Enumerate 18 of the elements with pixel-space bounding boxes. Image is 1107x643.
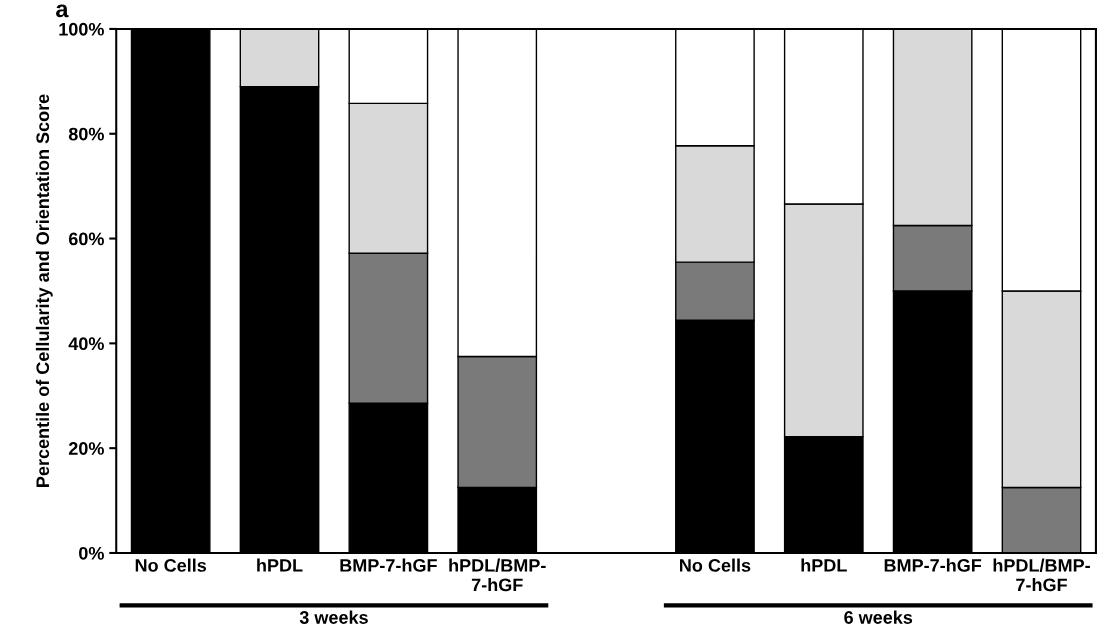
x-tick-label: hPDL xyxy=(257,558,303,572)
x-tick-label: BMP-7-hGF xyxy=(884,558,982,572)
y-tick-label: 20% xyxy=(68,442,104,455)
x-tick-label: hPDL xyxy=(801,558,847,572)
x-tick-label: BMP-7-hGF xyxy=(340,558,437,572)
x-tick-label: hPDL/BMP- 7-hGF xyxy=(993,558,1090,592)
y-tick-label: 40% xyxy=(68,337,104,351)
y-tick-label: 80% xyxy=(68,127,104,141)
y-tick-label: 60% xyxy=(68,232,104,246)
text: 3 weeks xyxy=(299,610,368,624)
y-tick-label: 0% xyxy=(79,546,104,560)
x-tick-label: No Cells xyxy=(680,558,751,572)
text: 6 weeks xyxy=(844,610,913,624)
text: a xyxy=(56,4,69,18)
y-tick-label: 100% xyxy=(59,22,104,36)
x-tick-label: No Cells xyxy=(135,558,207,572)
x-tick-label: hPDL/BMP- 7-hGF xyxy=(449,558,546,592)
y-axis-title: Percentile of Cellularity and Orientation Score xyxy=(35,94,53,487)
